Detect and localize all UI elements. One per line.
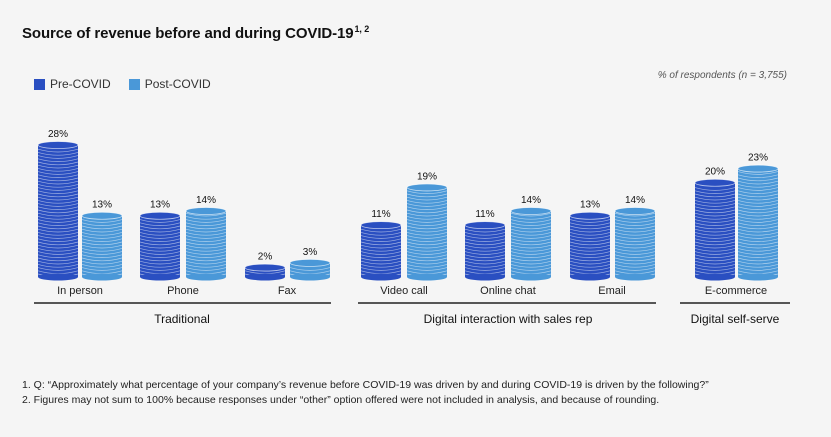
bar-pre-4 — [464, 221, 506, 281]
units-note: % of respondents (n = 3,755) — [657, 70, 787, 81]
footnote-2: 2. Figures may not sum to 100% because r… — [22, 394, 660, 406]
legend: Pre-COVID Post-COVID — [34, 77, 211, 91]
bar-post-6 — [737, 164, 779, 281]
value-label-post-6: 23% — [748, 153, 768, 164]
value-label-pre-0: 28% — [48, 129, 68, 140]
legend-swatch-pre — [34, 78, 45, 90]
value-label-pre-1: 13% — [150, 200, 170, 211]
bar-post-1 — [185, 207, 227, 281]
bar-post-0 — [81, 211, 123, 281]
bar-post-4 — [510, 207, 552, 281]
title-footnote-marker: 1, 2 — [354, 24, 370, 34]
value-label-post-0: 13% — [92, 200, 112, 211]
legend-label-pre: Pre-COVID — [50, 77, 111, 91]
value-label-post-3: 19% — [417, 171, 437, 182]
bar-post-5 — [614, 207, 656, 281]
bar-post-2 — [289, 258, 331, 281]
value-label-post-2: 3% — [303, 247, 318, 258]
category-label-4: Online chat — [480, 285, 536, 297]
legend-label-post: Post-COVID — [144, 77, 211, 91]
chart-title: Source of revenue before and during COVI… — [22, 24, 370, 42]
bar-pre-2 — [244, 263, 286, 281]
group-label-1: Digital interaction with sales rep — [424, 312, 593, 326]
footnotes: 1. Q: “Approximately what percentage of … — [22, 378, 822, 408]
value-label-post-5: 14% — [625, 195, 645, 206]
bar-post-3 — [406, 183, 448, 281]
value-label-pre-3: 11% — [371, 209, 390, 220]
value-label-pre-2: 2% — [258, 252, 273, 263]
legend-item-post: Post-COVID — [128, 77, 211, 91]
bar-pre-0 — [37, 141, 79, 281]
value-label-pre-6: 20% — [705, 167, 725, 178]
value-label-post-1: 14% — [196, 195, 216, 206]
category-label-1: Phone — [167, 285, 199, 297]
group-label-0: Traditional — [154, 312, 210, 326]
bar-pre-3 — [360, 221, 402, 281]
bar-pre-6 — [694, 178, 736, 281]
group-label-2: Digital self-serve — [691, 312, 780, 326]
category-label-0: In person — [57, 285, 103, 297]
bar-pre-5 — [569, 211, 611, 281]
bar-pre-1 — [139, 211, 181, 281]
footnote-1: 1. Q: “Approximately what percentage of … — [22, 379, 709, 391]
value-label-pre-4: 11% — [475, 209, 494, 220]
legend-item-pre: Pre-COVID — [34, 77, 111, 91]
category-label-6: E-commerce — [705, 285, 767, 297]
value-label-pre-5: 13% — [580, 200, 600, 211]
category-label-5: Email — [598, 285, 626, 297]
category-label-2: Fax — [278, 285, 297, 297]
legend-swatch-post — [128, 78, 140, 90]
category-label-3: Video call — [380, 285, 428, 297]
value-label-post-4: 14% — [521, 195, 541, 206]
